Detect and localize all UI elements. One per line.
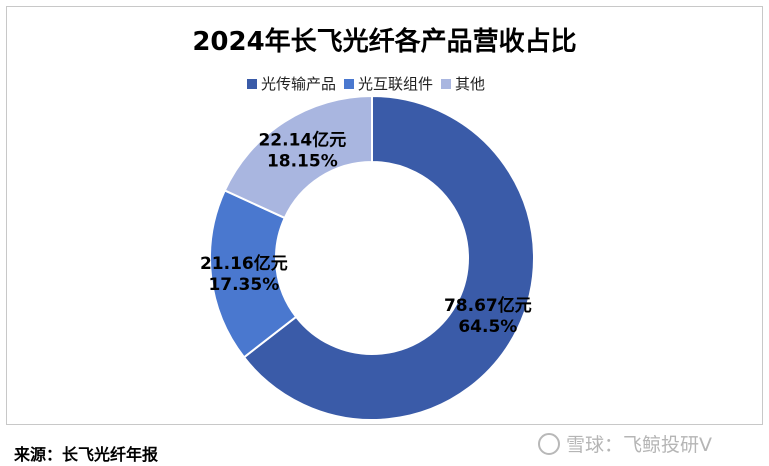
legend-label: 其他 bbox=[455, 75, 486, 93]
chart-legend: 光传输产品 光互联组件 其他 bbox=[247, 73, 493, 94]
slice-optical-transmission bbox=[242, 94, 535, 421]
data-label-percent: 17.35% bbox=[208, 275, 279, 295]
data-label-value: 22.14亿元 bbox=[258, 129, 346, 150]
chart-title: 2024年长飞光纤各产品营收占比 bbox=[192, 27, 577, 57]
data-label-percent: 64.5% bbox=[458, 317, 517, 337]
legend-label: 光互联组件 bbox=[358, 75, 434, 93]
legend-item-other: 其他 bbox=[441, 73, 485, 94]
slice-other bbox=[223, 94, 373, 220]
legend-swatch bbox=[344, 78, 355, 89]
legend-swatch bbox=[441, 78, 452, 89]
legend-item-optical-interconnect: 光互联组件 bbox=[344, 73, 433, 94]
data-label-value: 78.67亿元 bbox=[444, 295, 532, 316]
watermark-text: 雪球：飞鲸投研V bbox=[566, 434, 712, 456]
watermark: 雪球：飞鲸投研V bbox=[538, 430, 712, 457]
data-label-value: 21.16亿元 bbox=[200, 253, 288, 274]
legend-swatch bbox=[247, 78, 257, 89]
legend-label: 光传输产品 bbox=[261, 75, 337, 93]
data-label-percent: 18.15% bbox=[267, 151, 338, 171]
source-note: 来源：长飞光纤年报 bbox=[14, 445, 159, 464]
snowball-logo-icon bbox=[538, 432, 560, 455]
legend-item-optical-transmission: 光传输产品 bbox=[247, 73, 336, 94]
